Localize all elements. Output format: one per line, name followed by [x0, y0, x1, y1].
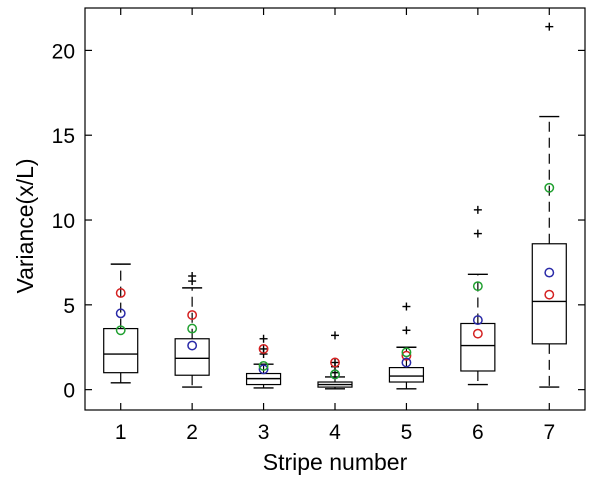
chart-marks: 0 5 10 15 20 1 2 3 4 5 6 7: [52, 8, 585, 444]
y-tick-label: 5: [63, 295, 75, 318]
y-tick-label: 15: [52, 125, 75, 148]
x-tick-label: 7: [543, 421, 555, 444]
plot-area-frame: [85, 8, 585, 410]
x-axis-label: Stripe number: [263, 449, 408, 475]
x-tick-label: 2: [186, 421, 198, 444]
x-tick-label: 3: [258, 421, 270, 444]
x-tick-label: 6: [472, 421, 484, 444]
y-tick-label: 10: [52, 210, 75, 233]
data-point-circle: [545, 290, 553, 298]
data-point-circle: [545, 268, 553, 276]
x-tick-label: 4: [329, 421, 341, 444]
y-tick-label: 20: [52, 40, 75, 63]
data-point-circle: [188, 341, 196, 349]
x-tick-label: 1: [115, 421, 127, 444]
y-tick-label: 0: [63, 380, 75, 403]
box: [461, 323, 495, 370]
box: [532, 244, 566, 344]
box: [175, 339, 209, 375]
box: [389, 368, 423, 382]
x-tick-label: 5: [401, 421, 413, 444]
data-point-circle: [474, 329, 482, 337]
y-axis-label: Variance(x/L): [12, 158, 38, 293]
